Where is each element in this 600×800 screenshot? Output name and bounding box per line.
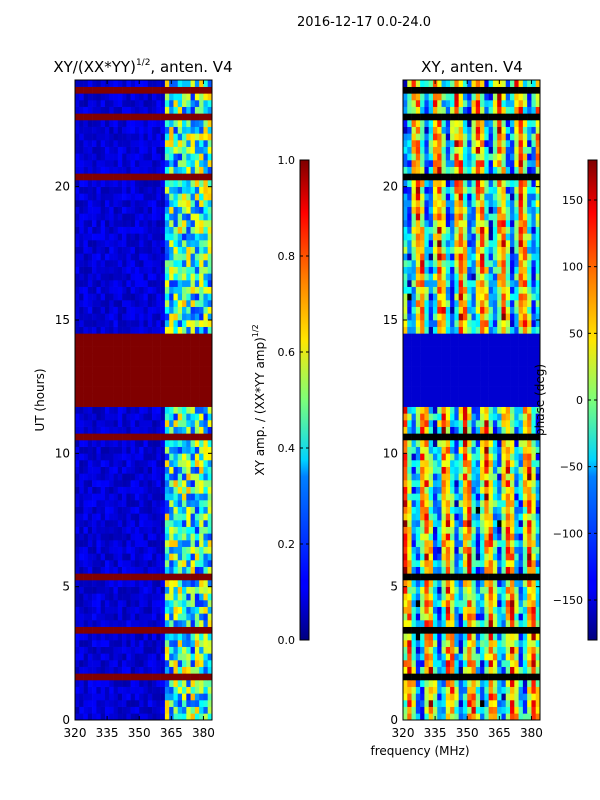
amplitude-colorbar-tick-label: 1.0 <box>278 154 296 167</box>
left-xtick-label: 365 <box>160 726 183 740</box>
right-ytick-label: 20 <box>383 180 398 194</box>
left-title-main: XY/(XX*YY) <box>53 58 136 76</box>
left-xtick-label: 380 <box>192 726 215 740</box>
amplitude-colorbar-label-sup: 1/2 <box>251 324 260 337</box>
left-panel-title: XY/(XX*YY)1/2, anten. V4 <box>53 58 232 76</box>
left-xtick-label: 335 <box>96 726 119 740</box>
phase-colorbar-tick-label: 100 <box>562 261 583 274</box>
amplitude-colorbar-tick-label: 0.2 <box>278 538 296 551</box>
right-xtick-label: 350 <box>456 726 479 740</box>
amplitude-colorbar-tick-label: 0.8 <box>278 250 296 263</box>
left-title-sup: 1/2 <box>136 58 150 68</box>
left-ytick-label: 15 <box>55 313 70 327</box>
right-xtick-label: 335 <box>424 726 447 740</box>
right-ytick-label: 5 <box>390 580 398 594</box>
right-panel-title: XY, anten. V4 <box>421 58 523 76</box>
left-ytick-label: 0 <box>62 713 70 727</box>
phase-colorbar-tick-label: −150 <box>553 594 583 607</box>
left-ytick-label: 20 <box>55 180 70 194</box>
phase-colorbar-tick-label: −100 <box>553 527 583 540</box>
right-ytick-label: 15 <box>383 313 398 327</box>
phase-colorbar-tick-label: −50 <box>560 461 583 474</box>
left-ylabel: UT (hours) <box>33 368 47 431</box>
right-heatmap <box>402 79 541 721</box>
right-xtick-label: 380 <box>520 726 543 740</box>
phase-colorbar-tick-label: 0 <box>576 394 583 407</box>
right-ytick-label: 10 <box>383 446 398 460</box>
right-xtick-label: 365 <box>488 726 511 740</box>
left-heatmap <box>74 79 213 721</box>
amplitude-colorbar-label: XY amp. / (XX*YY amp)1/2 <box>251 324 267 475</box>
amplitude-colorbar-label-main: XY amp. / (XX*YY amp) <box>253 337 267 475</box>
left-ytick-label: 10 <box>55 446 70 460</box>
figure-suptitle: 2016-12-17 0.0-24.0 <box>297 15 431 30</box>
left-xtick-label: 320 <box>64 726 87 740</box>
amplitude-colorbar-tick-label: 0.6 <box>278 346 296 359</box>
right-xtick-label: 320 <box>392 726 415 740</box>
right-ytick-label: 0 <box>390 713 398 727</box>
left-xtick-label: 350 <box>128 726 151 740</box>
phase-colorbar-tick-label: 50 <box>569 327 583 340</box>
amplitude-colorbar-tick-label: 0.0 <box>278 634 296 647</box>
left-title-tail: , anten. V4 <box>150 58 232 76</box>
amplitude-colorbar-tick-label: 0.4 <box>278 442 296 455</box>
phase-colorbar-label: phase (deg) <box>533 364 547 436</box>
left-ytick-label: 5 <box>62 580 70 594</box>
phase-colorbar-tick-label: 150 <box>562 194 583 207</box>
amplitude-colorbar <box>299 159 310 641</box>
xlabel: frequency (MHz) <box>370 744 469 758</box>
